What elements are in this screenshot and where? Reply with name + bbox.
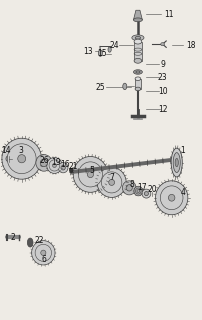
Text: 13: 13 <box>83 47 92 56</box>
Ellipse shape <box>134 87 140 91</box>
Circle shape <box>98 50 102 56</box>
Text: 12: 12 <box>157 105 166 114</box>
Ellipse shape <box>32 241 55 265</box>
Circle shape <box>122 83 126 90</box>
Ellipse shape <box>2 138 41 179</box>
Ellipse shape <box>160 186 182 210</box>
Ellipse shape <box>78 162 102 187</box>
Ellipse shape <box>58 163 68 173</box>
Text: 25: 25 <box>95 83 104 92</box>
Ellipse shape <box>6 156 11 162</box>
Text: 22: 22 <box>34 236 43 245</box>
Ellipse shape <box>46 157 62 173</box>
Text: 3: 3 <box>18 146 23 155</box>
Polygon shape <box>133 10 142 20</box>
Ellipse shape <box>133 70 142 74</box>
Text: 2: 2 <box>11 233 15 242</box>
Text: 23: 23 <box>157 73 167 82</box>
Ellipse shape <box>135 71 139 73</box>
Ellipse shape <box>41 250 46 255</box>
Text: 10: 10 <box>157 87 167 96</box>
Ellipse shape <box>141 189 150 198</box>
Ellipse shape <box>133 186 142 196</box>
Ellipse shape <box>125 185 132 191</box>
Ellipse shape <box>108 180 114 185</box>
Text: 19: 19 <box>51 158 60 167</box>
Ellipse shape <box>61 165 65 170</box>
Ellipse shape <box>133 39 141 44</box>
Circle shape <box>107 47 111 52</box>
FancyBboxPatch shape <box>134 79 140 89</box>
Text: 24: 24 <box>109 41 118 50</box>
Ellipse shape <box>52 164 56 167</box>
FancyBboxPatch shape <box>133 42 141 61</box>
Ellipse shape <box>122 181 135 195</box>
Ellipse shape <box>135 36 140 39</box>
Text: 9: 9 <box>159 60 164 68</box>
Text: 20: 20 <box>146 185 156 194</box>
Ellipse shape <box>134 77 140 81</box>
Ellipse shape <box>155 181 187 215</box>
Ellipse shape <box>7 144 36 174</box>
Ellipse shape <box>87 171 93 178</box>
Ellipse shape <box>133 58 141 63</box>
Ellipse shape <box>170 148 181 177</box>
Circle shape <box>27 238 33 247</box>
Ellipse shape <box>49 160 60 171</box>
Ellipse shape <box>97 167 126 197</box>
Text: 4: 4 <box>179 188 184 197</box>
Ellipse shape <box>101 172 121 193</box>
Ellipse shape <box>73 156 107 192</box>
Text: 6: 6 <box>42 255 46 264</box>
Text: 7: 7 <box>109 173 114 182</box>
Ellipse shape <box>174 158 178 167</box>
Ellipse shape <box>36 155 52 171</box>
Ellipse shape <box>135 188 140 194</box>
Ellipse shape <box>69 168 73 172</box>
Text: 18: 18 <box>185 41 195 50</box>
Text: 21: 21 <box>68 162 78 171</box>
Text: 5: 5 <box>88 166 93 175</box>
Ellipse shape <box>172 153 179 172</box>
Text: 8: 8 <box>129 180 134 188</box>
Text: 26: 26 <box>39 156 49 165</box>
Text: 11: 11 <box>163 10 173 19</box>
Text: 15: 15 <box>97 49 106 58</box>
Ellipse shape <box>18 155 25 163</box>
Text: 16: 16 <box>60 160 70 169</box>
Ellipse shape <box>131 35 143 41</box>
Ellipse shape <box>35 244 51 261</box>
Text: 17: 17 <box>137 183 146 192</box>
Ellipse shape <box>40 159 47 167</box>
Ellipse shape <box>136 189 139 193</box>
Text: 14: 14 <box>1 146 11 155</box>
Ellipse shape <box>168 194 174 201</box>
Text: 1: 1 <box>180 146 184 155</box>
Ellipse shape <box>133 18 142 22</box>
Ellipse shape <box>144 192 148 196</box>
Ellipse shape <box>160 43 164 46</box>
